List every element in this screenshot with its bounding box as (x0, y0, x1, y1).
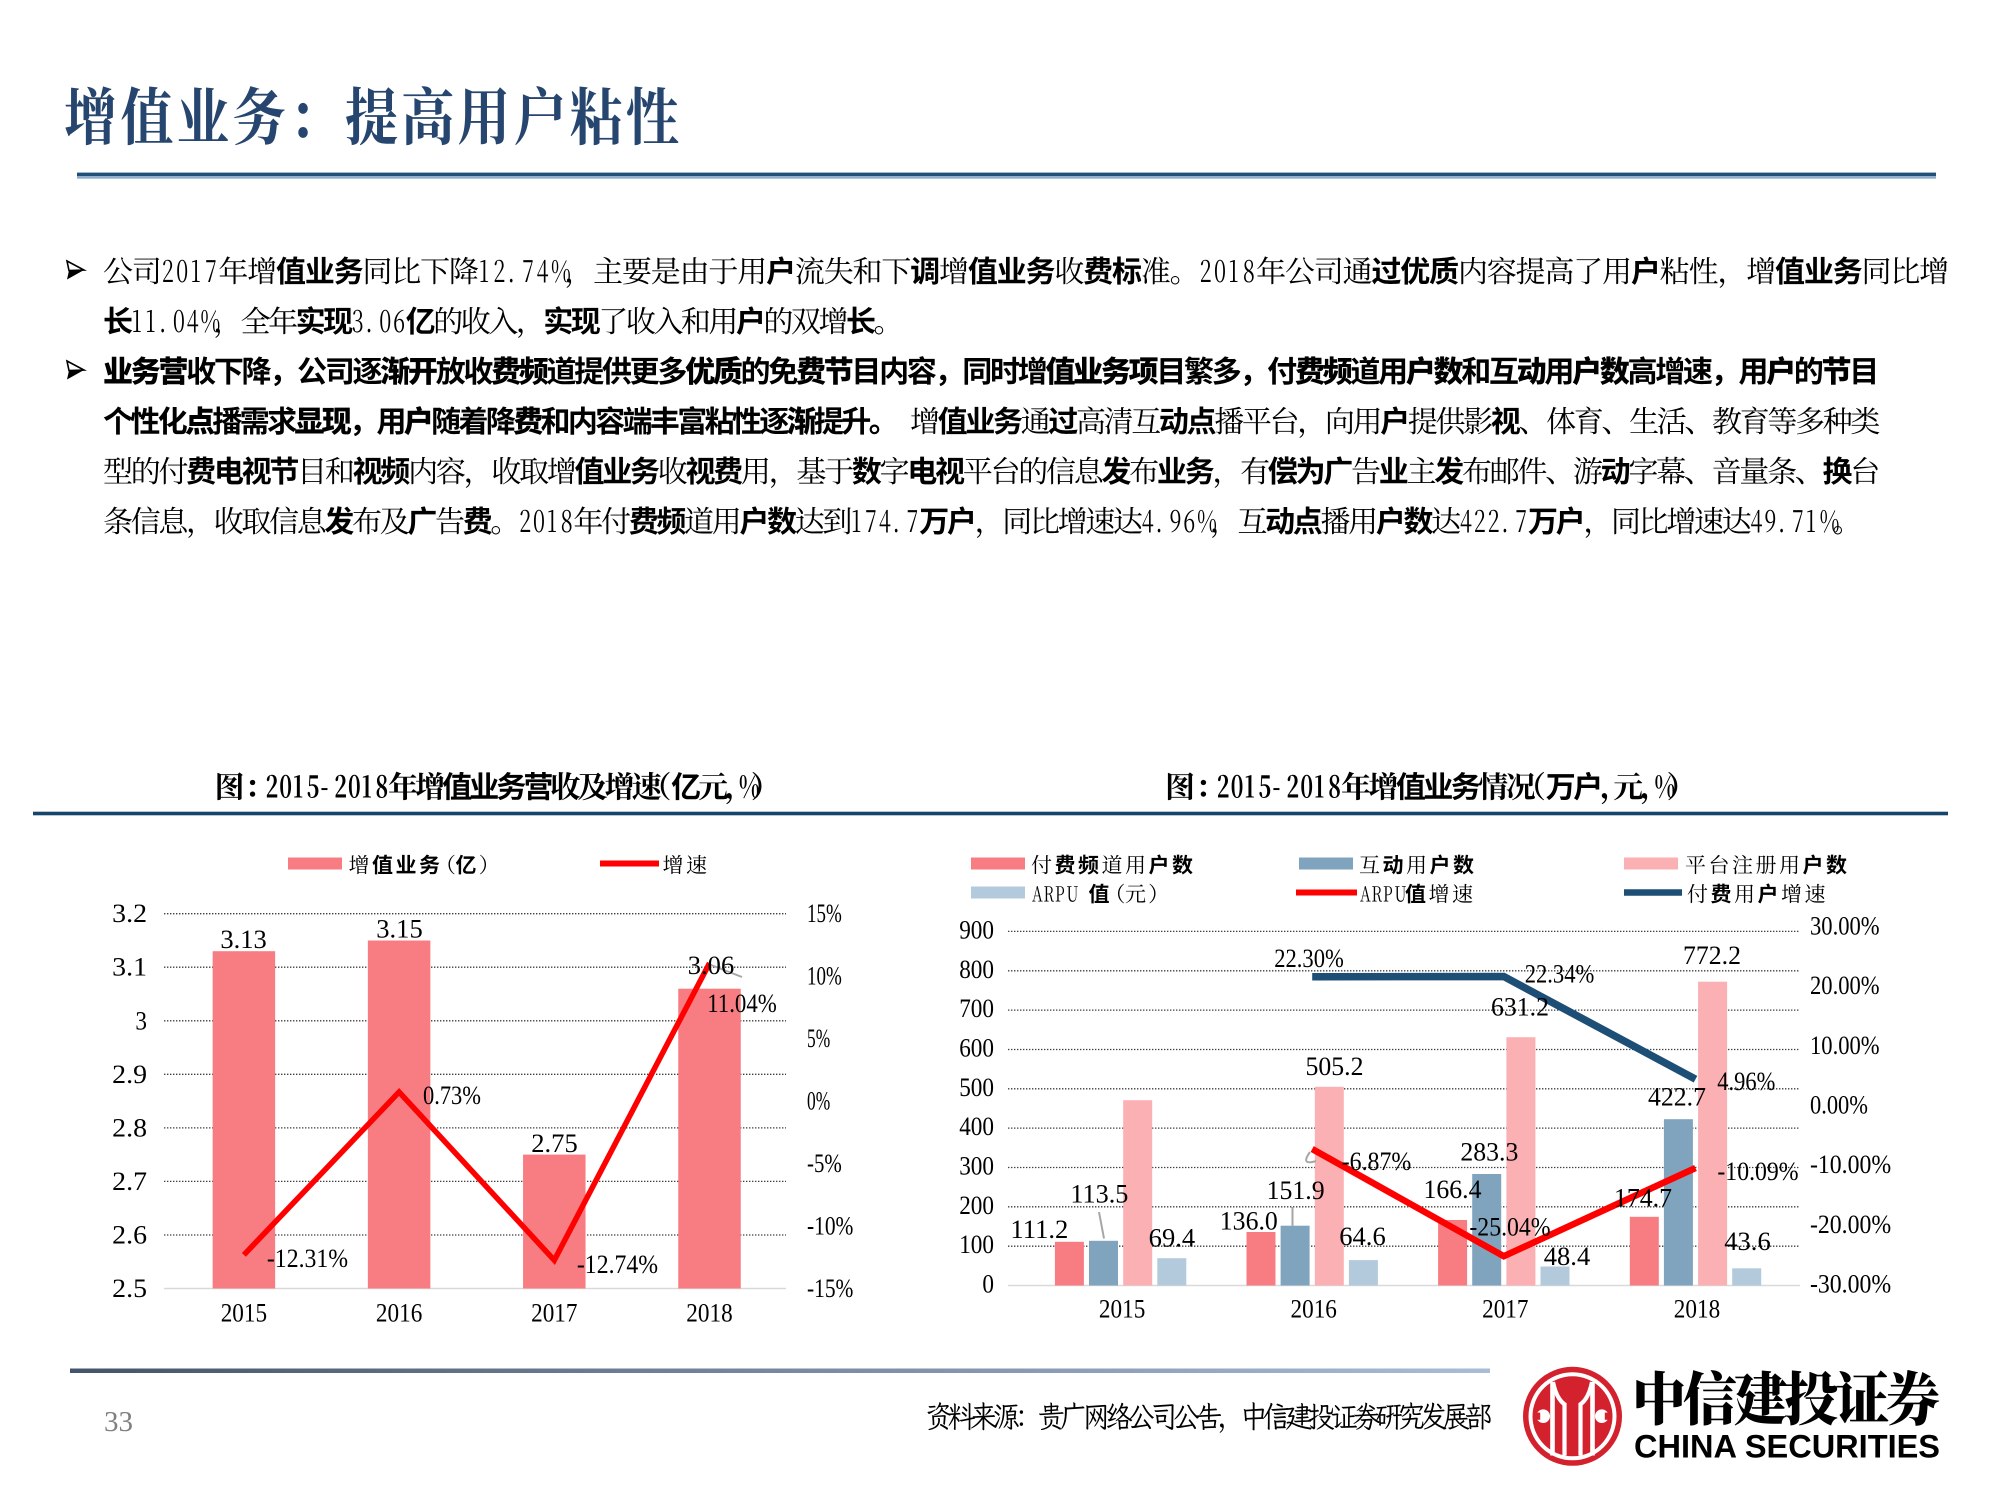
svg-text:900: 900 (959, 915, 994, 944)
svg-text:5%: 5% (807, 1024, 830, 1053)
svg-text:505.2: 505.2 (1306, 1052, 1364, 1081)
svg-text:-10.09%: -10.09% (1717, 1157, 1798, 1186)
svg-text:631.2: 631.2 (1491, 993, 1549, 1022)
svg-text:-15%: -15% (807, 1274, 853, 1303)
svg-text:-25.04%: -25.04% (1469, 1213, 1550, 1242)
svg-text:-5%: -5% (807, 1149, 842, 1178)
svg-text:3.1: 3.1 (112, 953, 147, 982)
svg-text:-12.74%: -12.74% (577, 1250, 658, 1279)
svg-text:3.06: 3.06 (688, 951, 734, 980)
svg-text:300: 300 (959, 1152, 994, 1181)
svg-text:3.2: 3.2 (112, 899, 147, 928)
svg-text:800: 800 (959, 955, 994, 984)
svg-text:CHINA SECURITIES: CHINA SECURITIES (1634, 1429, 1940, 1465)
svg-text:174.7: 174.7 (1614, 1184, 1672, 1213)
svg-text:-30.00%: -30.00% (1810, 1270, 1891, 1299)
svg-text:2.75: 2.75 (531, 1129, 577, 1158)
svg-text:48.4: 48.4 (1544, 1242, 1590, 1271)
svg-text:2016: 2016 (376, 1299, 422, 1328)
svg-text:166.4: 166.4 (1424, 1175, 1482, 1204)
svg-text:772.2: 772.2 (1683, 941, 1741, 970)
svg-text:-12.31%: -12.31% (267, 1244, 348, 1273)
svg-text:2.7: 2.7 (112, 1167, 147, 1196)
svg-text:64.6: 64.6 (1339, 1222, 1385, 1251)
svg-text:3: 3 (135, 1006, 147, 1035)
svg-text:-10%: -10% (807, 1212, 853, 1241)
svg-text:283.3: 283.3 (1460, 1138, 1518, 1167)
svg-text:700: 700 (959, 994, 994, 1023)
svg-text:0: 0 (982, 1270, 994, 1299)
svg-text:200: 200 (959, 1191, 994, 1220)
svg-text:151.9: 151.9 (1267, 1176, 1325, 1205)
svg-text:2.6: 2.6 (112, 1221, 147, 1250)
svg-text:22.34%: 22.34% (1525, 960, 1595, 989)
svg-text:400: 400 (959, 1112, 994, 1141)
svg-text:3.13: 3.13 (220, 925, 266, 954)
svg-text:113.5: 113.5 (1070, 1180, 1128, 1209)
svg-text:-6.87%: -6.87% (1342, 1147, 1412, 1176)
svg-text:69.4: 69.4 (1149, 1223, 1195, 1252)
svg-text:11.04%: 11.04% (707, 989, 777, 1018)
svg-text:136.0: 136.0 (1220, 1206, 1278, 1235)
svg-text:100: 100 (959, 1230, 994, 1259)
svg-text:2018: 2018 (1674, 1295, 1720, 1324)
svg-text:-10.00%: -10.00% (1810, 1150, 1891, 1179)
svg-text:30.00%: 30.00% (1810, 911, 1880, 940)
svg-text:0.00%: 0.00% (1810, 1091, 1868, 1120)
svg-text:22.30%: 22.30% (1274, 944, 1344, 973)
svg-text:15%: 15% (807, 899, 842, 928)
svg-text:10.00%: 10.00% (1810, 1031, 1880, 1060)
svg-text:0%: 0% (807, 1087, 830, 1116)
svg-text:43.6: 43.6 (1724, 1227, 1770, 1256)
svg-text:2017: 2017 (1482, 1295, 1528, 1324)
svg-text:4.96%: 4.96% (1717, 1067, 1775, 1096)
svg-text:0.73%: 0.73% (423, 1081, 481, 1110)
svg-text:-20.00%: -20.00% (1810, 1210, 1891, 1239)
svg-text:20.00%: 20.00% (1810, 971, 1880, 1000)
svg-text:3.15: 3.15 (376, 915, 422, 944)
svg-text:500: 500 (959, 1073, 994, 1102)
svg-text:2018: 2018 (686, 1299, 732, 1328)
svg-text:422.7: 422.7 (1648, 1083, 1706, 1112)
svg-text:111.2: 111.2 (1010, 1215, 1068, 1244)
svg-text:2016: 2016 (1291, 1295, 1337, 1324)
svg-text:2.8: 2.8 (112, 1113, 147, 1142)
svg-text:600: 600 (959, 1034, 994, 1063)
svg-text:10%: 10% (807, 962, 842, 991)
svg-text:2015: 2015 (1099, 1295, 1145, 1324)
svg-text:33: 33 (104, 1406, 133, 1438)
svg-text:2.5: 2.5 (112, 1274, 147, 1303)
svg-text:2017: 2017 (531, 1299, 577, 1328)
svg-text:2.9: 2.9 (112, 1060, 147, 1089)
svg-text:2015: 2015 (221, 1299, 267, 1328)
